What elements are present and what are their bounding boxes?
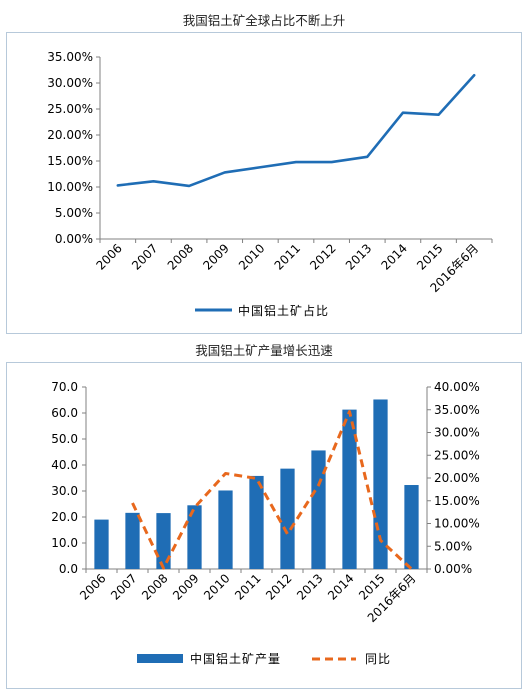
- x-tick-label: 2007: [108, 571, 139, 602]
- bar: [404, 485, 419, 569]
- y-right-tick-label: 35.00%: [434, 403, 480, 417]
- y-tick-label: 15.00%: [47, 154, 93, 168]
- y-left-tick-label: 10.0: [51, 536, 78, 550]
- bar: [342, 409, 357, 569]
- y-right-tick-label: 10.00%: [434, 517, 480, 531]
- x-tick-label: 2006: [77, 571, 108, 602]
- y-tick-label: 20.00%: [47, 128, 93, 142]
- bar: [311, 450, 326, 569]
- legend-swatch: [137, 654, 183, 663]
- bar: [125, 512, 140, 569]
- y-left-tick-label: 70.0: [51, 380, 78, 394]
- y-right-tick-label: 15.00%: [434, 494, 480, 508]
- line-chart-panel: [6, 32, 522, 334]
- y-left-tick-label: 0.0: [59, 562, 78, 576]
- y-left-tick-label: 60.0: [51, 406, 78, 420]
- x-tick-label: 2013: [294, 571, 325, 602]
- y-tick-label: 35.00%: [47, 50, 93, 64]
- y-tick-label: 30.00%: [47, 76, 93, 90]
- y-right-tick-label: 30.00%: [434, 426, 480, 440]
- y-right-tick-label: 20.00%: [434, 471, 480, 485]
- y-right-tick-label: 40.00%: [434, 380, 480, 394]
- bar: [280, 468, 295, 569]
- y-tick-label: 10.00%: [47, 180, 93, 194]
- bar: [373, 399, 388, 569]
- bar-chart-panel: [6, 362, 522, 689]
- legend-label: 同比: [365, 652, 391, 666]
- legend-label: 中国铝土矿占比: [238, 303, 329, 318]
- x-tick-label: 2014: [325, 571, 356, 602]
- chart-title: 我国铝土矿产量增长迅速: [195, 343, 333, 358]
- y-left-tick-label: 50.0: [51, 432, 78, 446]
- y-right-tick-label: 5.00%: [434, 539, 472, 553]
- bar: [187, 505, 202, 569]
- bar: [94, 519, 109, 569]
- y-tick-label: 25.00%: [47, 102, 93, 116]
- series-line: [116, 73, 476, 188]
- y-tick-label: 5.00%: [55, 206, 93, 220]
- y-left-tick-label: 20.0: [51, 510, 78, 524]
- y-right-tick-label: 0.00%: [434, 562, 472, 576]
- x-tick-label: 2011: [232, 571, 263, 602]
- bar: [156, 513, 171, 569]
- y-left-tick-label: 40.0: [51, 458, 78, 472]
- y-left-tick-label: 30.0: [51, 484, 78, 498]
- x-tick-label: 2012: [263, 571, 294, 602]
- bar: [218, 490, 233, 569]
- y-right-tick-label: 25.00%: [434, 448, 480, 462]
- x-tick-label: 2008: [139, 571, 170, 602]
- y-tick-label: 0.00%: [55, 232, 93, 246]
- chart-title: 我国铝土矿全球占比不断上升: [182, 13, 346, 28]
- x-tick-label: 2009: [170, 571, 201, 602]
- legend-label: 中国铝土矿产量: [190, 651, 281, 666]
- series-line-yoy: [131, 410, 413, 571]
- bar: [249, 475, 264, 569]
- x-tick-label: 2010: [201, 571, 232, 602]
